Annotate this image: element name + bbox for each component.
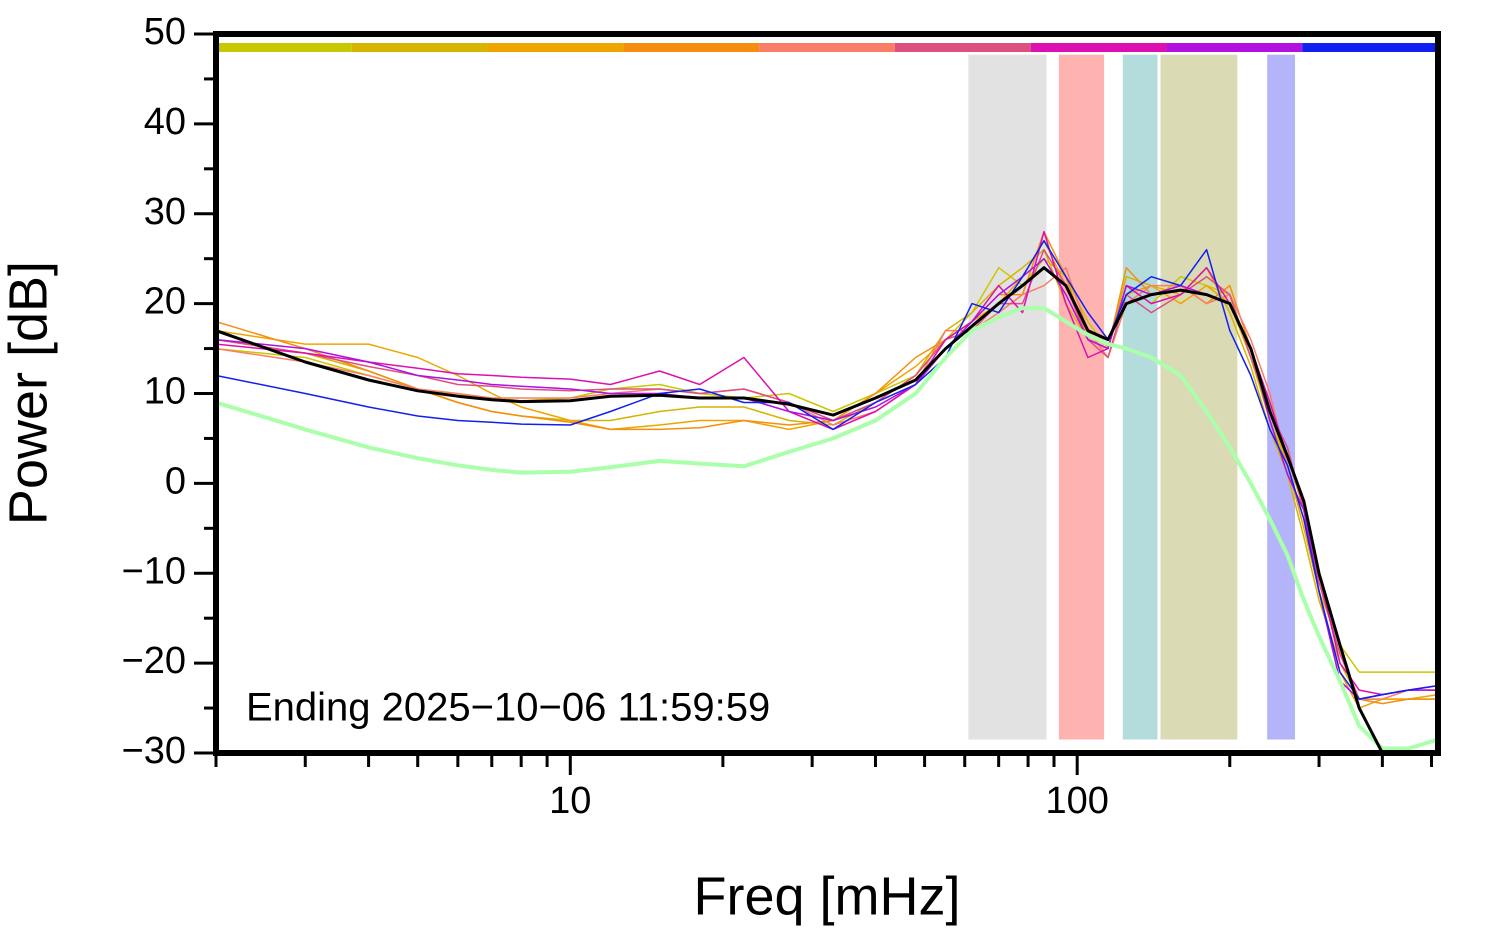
x-tick-label: 100 — [1045, 780, 1108, 822]
band — [1058, 54, 1105, 740]
color-bar-segment — [1030, 43, 1167, 52]
color-bar-segment — [216, 43, 352, 52]
y-tick-label: 30 — [144, 191, 186, 233]
series-line — [216, 248, 1438, 700]
color-bar-segment — [351, 43, 488, 52]
y-tick-label: 40 — [144, 101, 186, 143]
band — [1267, 54, 1296, 740]
y-tick-label: −10 — [122, 550, 186, 592]
y-tick-label: 50 — [144, 11, 186, 53]
y-tick-label: −20 — [122, 640, 186, 682]
color-bar-segment — [1302, 43, 1438, 52]
y-axis-label: Power [dB] — [0, 261, 58, 525]
axes: −30 −20 −10 0 10 20 30 40 50 10 100 — [122, 11, 1433, 822]
color-bar-segment — [894, 43, 1031, 52]
band — [968, 54, 1047, 740]
x-tick-label: 10 — [549, 780, 591, 822]
series-line — [216, 239, 1438, 700]
annotation: Ending 2025−10−06 11:59:59 — [246, 686, 770, 730]
color-bar-segment — [1166, 43, 1303, 52]
series-line — [216, 239, 1438, 709]
color-bar — [216, 43, 1438, 52]
series-line — [216, 257, 1438, 700]
series-line — [216, 230, 1438, 705]
series-line — [216, 257, 1438, 673]
band — [1122, 54, 1158, 740]
color-bar-segment — [623, 43, 760, 52]
y-tick-label: 20 — [144, 281, 186, 323]
series-line — [216, 248, 1438, 700]
y-tick-label: −30 — [122, 730, 186, 772]
series-line — [216, 266, 1438, 700]
bands — [968, 54, 1296, 740]
series-line — [216, 306, 1438, 751]
band — [1160, 54, 1238, 740]
plot-frame — [213, 31, 1441, 756]
series-line — [216, 230, 1438, 696]
color-bar-segment — [487, 43, 624, 52]
color-bar-segment — [759, 43, 895, 52]
x-axis-label: Freq [mHz] — [693, 866, 960, 926]
y-tick-label: 0 — [165, 460, 186, 502]
series-line — [216, 266, 1438, 753]
y-tick-label: 10 — [144, 371, 186, 413]
lines — [216, 230, 1438, 753]
